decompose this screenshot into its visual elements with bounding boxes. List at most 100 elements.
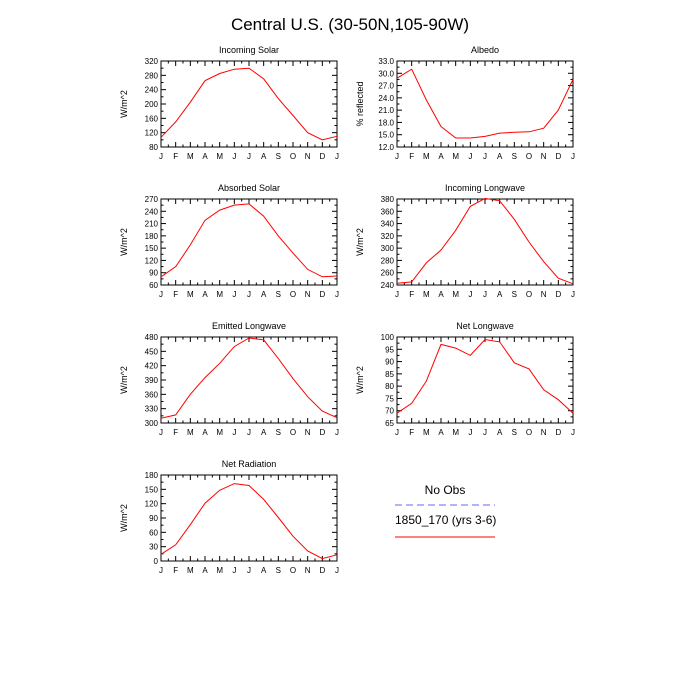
y-axis-label: W/m^2 xyxy=(119,90,129,118)
y-axis-label: W/m^2 xyxy=(355,366,365,394)
x-tick-label: J xyxy=(232,290,236,299)
x-tick-label: F xyxy=(173,290,178,299)
x-tick-label: D xyxy=(319,290,325,299)
y-axis-label: W/m^2 xyxy=(119,504,129,532)
y-tick-label: 0 xyxy=(154,557,159,566)
x-tick-label: N xyxy=(541,152,547,161)
y-tick-label: 27.0 xyxy=(378,82,394,91)
y-tick-label: 360 xyxy=(145,390,159,399)
x-tick-label: O xyxy=(526,152,532,161)
x-tick-label: N xyxy=(541,428,547,437)
x-tick-label: F xyxy=(409,290,414,299)
y-tick-label: 120 xyxy=(145,256,159,265)
x-tick-label: M xyxy=(216,428,223,437)
x-tick-label: J xyxy=(468,428,472,437)
x-tick-label: A xyxy=(202,566,208,575)
x-tick-label: M xyxy=(216,566,223,575)
x-tick-label: O xyxy=(290,152,296,161)
y-tick-label: 300 xyxy=(145,419,159,428)
x-tick-label: J xyxy=(247,566,251,575)
plot-frame xyxy=(396,60,574,148)
x-tick-label: O xyxy=(290,428,296,437)
y-tick-label: 240 xyxy=(145,86,159,95)
y-tick-label: 60 xyxy=(149,281,158,290)
y-tick-label: 340 xyxy=(381,220,395,229)
x-tick-label: M xyxy=(452,152,459,161)
x-tick-label: A xyxy=(497,152,503,161)
x-tick-label: J xyxy=(335,290,339,299)
y-tick-label: 320 xyxy=(381,232,395,241)
y-axis-label: % reflected xyxy=(355,81,365,126)
y-tick-label: 60 xyxy=(149,528,158,537)
x-tick-label: F xyxy=(173,152,178,161)
series-line-model xyxy=(160,203,338,278)
series-line-model xyxy=(396,338,574,414)
legend-model-label: 1850_170 (yrs 3-6) xyxy=(395,513,496,527)
x-tick-label: F xyxy=(173,566,178,575)
y-tick-label: 15.0 xyxy=(378,131,394,140)
x-tick-label: J xyxy=(232,428,236,437)
x-tick-label: D xyxy=(319,566,325,575)
x-tick-label: A xyxy=(261,152,267,161)
x-tick-label: A xyxy=(202,290,208,299)
y-tick-label: 240 xyxy=(381,281,395,290)
y-tick-label: 120 xyxy=(145,500,159,509)
x-tick-label: D xyxy=(319,428,325,437)
y-tick-label: 12.0 xyxy=(378,143,394,152)
y-tick-label: 320 xyxy=(145,57,159,66)
x-tick-label: M xyxy=(187,566,194,575)
y-tick-label: 80 xyxy=(385,382,394,391)
x-tick-label: J xyxy=(335,428,339,437)
x-tick-label: S xyxy=(512,428,517,437)
y-tick-label: 24.0 xyxy=(378,94,394,103)
x-tick-label: N xyxy=(305,290,311,299)
x-tick-label: F xyxy=(409,428,414,437)
x-tick-label: M xyxy=(187,152,194,161)
x-tick-label: S xyxy=(512,152,517,161)
y-tick-label: 80 xyxy=(149,143,158,152)
y-tick-label: 180 xyxy=(145,232,159,241)
x-tick-label: J xyxy=(159,152,163,161)
series-line-model xyxy=(160,483,338,560)
y-axis-label: W/m^2 xyxy=(355,228,365,256)
x-tick-label: J xyxy=(395,428,399,437)
x-tick-label: J xyxy=(571,428,575,437)
y-tick-label: 330 xyxy=(145,405,159,414)
x-tick-label: O xyxy=(526,290,532,299)
x-tick-label: A xyxy=(497,290,503,299)
x-tick-label: A xyxy=(497,428,503,437)
x-tick-label: N xyxy=(305,428,311,437)
y-tick-label: 65 xyxy=(385,419,394,428)
x-tick-label: J xyxy=(483,152,487,161)
x-tick-label: J xyxy=(159,566,163,575)
x-tick-label: J xyxy=(571,152,575,161)
x-tick-label: A xyxy=(438,428,444,437)
y-tick-label: 30 xyxy=(149,543,158,552)
x-tick-label: S xyxy=(276,566,281,575)
x-tick-label: N xyxy=(305,566,311,575)
x-tick-label: J xyxy=(232,152,236,161)
x-tick-label: J xyxy=(468,152,472,161)
x-tick-label: J xyxy=(395,290,399,299)
y-tick-label: 160 xyxy=(145,114,159,123)
x-tick-label: M xyxy=(423,152,430,161)
x-tick-label: S xyxy=(276,290,281,299)
legend-obs-label: No Obs xyxy=(425,483,466,497)
series-line-model xyxy=(160,67,338,141)
x-tick-label: J xyxy=(483,290,487,299)
x-tick-label: J xyxy=(335,152,339,161)
y-tick-label: 70 xyxy=(385,407,394,416)
x-tick-label: O xyxy=(290,290,296,299)
panel-title: Net Radiation xyxy=(222,459,277,469)
x-tick-label: M xyxy=(187,290,194,299)
y-tick-label: 120 xyxy=(145,129,159,138)
x-tick-label: A xyxy=(438,290,444,299)
y-tick-label: 18.0 xyxy=(378,118,394,127)
x-tick-label: M xyxy=(452,290,459,299)
y-tick-label: 90 xyxy=(385,358,394,367)
